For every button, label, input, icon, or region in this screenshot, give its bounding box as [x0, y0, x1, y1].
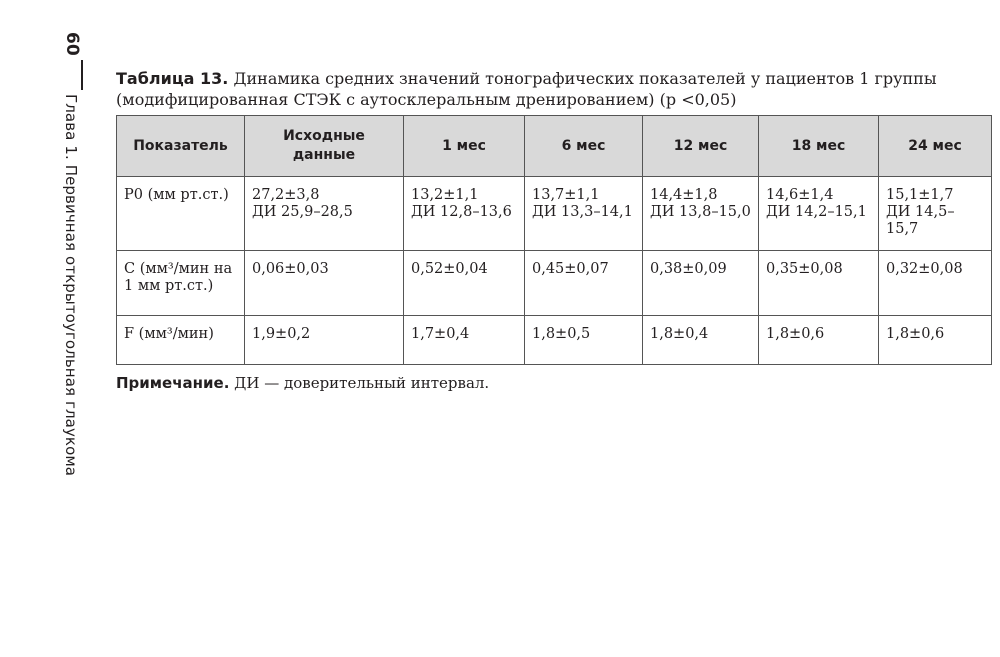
page-number: 60	[62, 32, 82, 56]
column-header: 12 мес	[642, 115, 759, 177]
note-text: ДИ — доверительный интервал.	[229, 374, 490, 392]
table-cell: 0,06±0,03	[244, 250, 404, 316]
page-margin: 60 Глава 1. Первичная открытоугольная гл…	[58, 32, 83, 476]
column-header: 1 мес	[403, 115, 525, 177]
table-cell: 0,32±0,08	[878, 250, 992, 316]
table-row: C (мм³/мин на 1 мм рт.ст.) 0,06±0,03 0,52±…	[116, 250, 992, 316]
table-note: Примечание. ДИ — доверительный интервал.	[116, 374, 489, 392]
table-cell: F (мм³/мин)	[116, 315, 245, 365]
table-cell: 14,6±1,4 ДИ 14,2–15,1	[758, 176, 879, 251]
divider	[81, 60, 83, 90]
column-header: Показатель	[116, 115, 245, 177]
chapter-title: Глава 1. Первичная открытоугольная глаук…	[62, 94, 80, 477]
table-cell: 1,9±0,2	[244, 315, 404, 365]
table-cell: P0 (мм рт.ст.)	[116, 176, 245, 251]
column-header: 24 мес	[878, 115, 992, 177]
table-cell: 0,38±0,09	[642, 250, 759, 316]
table-cell: 0,45±0,07	[524, 250, 643, 316]
caption-text: Динамика средних значений тонографически…	[116, 69, 937, 109]
caption-label: Таблица 13.	[116, 69, 229, 88]
table-cell: 1,8±0,4	[642, 315, 759, 365]
note-label: Примечание.	[116, 374, 230, 392]
table-cell: 1,8±0,5	[524, 315, 643, 365]
column-header: Исходные данные	[244, 115, 404, 177]
data-table: Показатель Исходные данные 1 мес 6 мес 12 ме…	[116, 115, 992, 365]
table-cell: 13,7±1,1 ДИ 13,3–14,1	[524, 176, 643, 251]
table-cell: 1,7±0,4	[403, 315, 525, 365]
column-header: 6 мес	[524, 115, 643, 177]
table-cell: 27,2±3,8 ДИ 25,9–28,5	[244, 176, 404, 251]
table-cell: C (мм³/мин на 1 мм рт.ст.)	[116, 250, 245, 316]
table-row: P0 (мм рт.ст.) 27,2±3,8 ДИ 25,9–28,5 13,2±…	[116, 176, 992, 251]
table-cell: 15,1±1,7 ДИ 14,5–15,7	[878, 176, 992, 251]
table-cell: 0,35±0,08	[758, 250, 879, 316]
table-cell: 0,52±0,04	[403, 250, 525, 316]
table-cell: 1,8±0,6	[878, 315, 992, 365]
table-cell: 13,2±1,1 ДИ 12,8–13,6	[403, 176, 525, 251]
table-caption: Таблица 13. Динамика средних значений то…	[116, 68, 946, 110]
table-cell: 14,4±1,8 ДИ 13,8–15,0	[642, 176, 759, 251]
table-row: F (мм³/мин) 1,9±0,2 1,7±0,4 1,8±0,5 1,8±0,4 1…	[116, 315, 992, 365]
column-header: 18 мес	[758, 115, 879, 177]
table-cell: 1,8±0,6	[758, 315, 879, 365]
